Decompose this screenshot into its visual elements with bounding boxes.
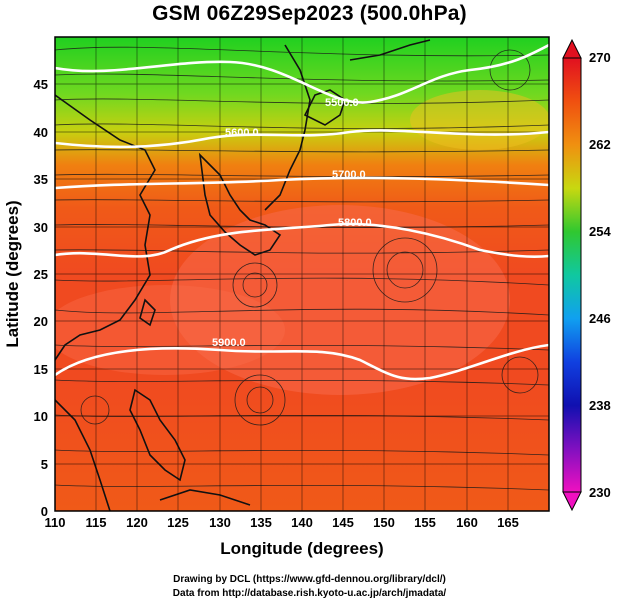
x-tick-label: 110 <box>45 515 66 530</box>
contour-5500 <box>55 43 549 104</box>
y-axis-label: Latitude (degrees) <box>3 200 22 347</box>
x-tick-label: 160 <box>456 515 478 530</box>
contour-label-5900: 5900.0 <box>212 337 246 349</box>
y-axis: 0 5 10 15 20 25 30 35 40 45 Latitude (de… <box>3 77 48 519</box>
contour-5900 <box>55 343 549 381</box>
coastlines <box>55 39 431 511</box>
plot-frame <box>54 36 550 512</box>
y-tick-label: 15 <box>34 362 48 377</box>
y-tick-label: 20 <box>34 314 48 329</box>
contour-label-5700: 5700.0 <box>332 169 366 181</box>
colorbar-tick-label: 270 <box>589 50 611 65</box>
x-tick-label: 115 <box>86 515 107 530</box>
contour-5800 <box>55 222 549 259</box>
contour-label-5600: 5600.0 <box>225 127 259 139</box>
colorbar-tick-label: 246 <box>589 311 611 326</box>
x-tick-label: 165 <box>497 515 519 530</box>
contour-5700 <box>55 176 549 190</box>
colorbar-tick-label: 238 <box>589 398 611 413</box>
contour-labels: 5900.0 5800.0 5700.0 5600.0 5500.0 <box>212 97 372 349</box>
x-tick-label: 150 <box>373 515 395 530</box>
colorbar-bar <box>562 57 582 493</box>
colorbar-tick-label: 230 <box>589 485 611 500</box>
wind-streamlines <box>55 46 549 491</box>
credit-drawing: Drawing by DCL (https://www.gfd-dennou.o… <box>173 574 446 585</box>
x-tick-label: 120 <box>126 515 148 530</box>
y-tick-label: 0 <box>41 504 48 519</box>
colorbar-top-arrow <box>562 38 582 59</box>
x-tick-label: 155 <box>414 515 436 530</box>
map-title: GSM 06Z29Sep2023 (500.0hPa) <box>152 2 467 25</box>
y-tick-label: 5 <box>41 457 48 472</box>
y-tick-label: 10 <box>34 409 48 424</box>
colorbar-tick-label: 254 <box>589 224 611 239</box>
credit-data: Data from http://database.rish.kyoto-u.a… <box>172 588 447 599</box>
x-axis-label: Longitude (degrees) <box>220 539 383 558</box>
y-tick-label: 35 <box>34 172 48 187</box>
y-tick-label: 40 <box>34 125 48 140</box>
contour-5600 <box>55 129 549 149</box>
x-tick-label: 140 <box>291 515 313 530</box>
contour-label-5800: 5800.0 <box>338 217 372 229</box>
x-tick-label: 135 <box>250 515 272 530</box>
colorbar: 270 262 254 246 238 230 <box>562 38 611 512</box>
colorbar-tick-label: 262 <box>589 137 611 152</box>
x-tick-label: 130 <box>209 515 231 530</box>
colorbar-bottom-arrow <box>562 491 582 512</box>
x-tick-label: 145 <box>332 515 354 530</box>
height-contours <box>55 43 549 381</box>
y-tick-label: 45 <box>34 77 48 92</box>
y-tick-label: 25 <box>34 267 48 282</box>
y-tick-label: 30 <box>34 220 48 235</box>
x-tick-label: 125 <box>167 515 189 530</box>
contour-label-5500: 5500.0 <box>325 97 359 109</box>
x-axis: 110 115 120 125 130 135 140 145 150 155 … <box>45 515 519 558</box>
